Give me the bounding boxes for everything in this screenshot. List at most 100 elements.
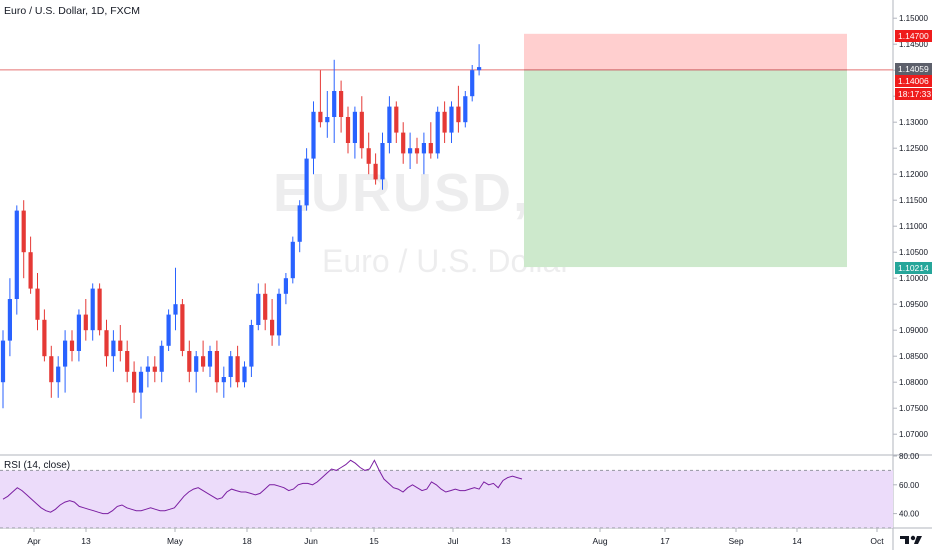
last-price-tag: 1.14059 — [895, 63, 932, 75]
candle-body — [311, 111, 316, 159]
candle-body — [187, 351, 192, 372]
time-axis-label: Oct — [870, 536, 884, 546]
time-axis-label: Apr — [27, 536, 40, 546]
candle-body — [228, 356, 233, 377]
candle-body — [214, 351, 219, 383]
candle-body — [477, 67, 482, 71]
candle-body — [387, 106, 392, 143]
price-axis-label: 1.12000 — [899, 170, 928, 179]
candle-body — [421, 143, 426, 154]
candle-body — [76, 314, 81, 351]
candle-body — [249, 325, 254, 367]
candle-body — [380, 143, 385, 180]
price-axis-label: 1.15000 — [899, 14, 928, 23]
rsi-legend: RSI (14, close) — [4, 460, 71, 471]
time-axis-label: 17 — [660, 536, 670, 546]
candle-body — [414, 148, 420, 154]
candle-body — [263, 293, 268, 320]
rsi-axis-label: 80.00 — [899, 452, 920, 461]
price-axis-label: 1.14500 — [899, 40, 928, 49]
candle-body — [435, 111, 440, 154]
candle-body — [56, 366, 61, 383]
time-axis-label: May — [167, 536, 184, 546]
price-axis-label: 1.07500 — [899, 404, 928, 413]
candle-body — [256, 293, 261, 325]
symbol-title: Euro / U.S. Dollar, 1D, FXCM — [4, 5, 140, 17]
candle-body — [276, 293, 282, 336]
candle-body — [111, 340, 116, 357]
candle-body — [201, 356, 206, 367]
time-axis-label: Sep — [728, 536, 743, 546]
candle-body — [325, 117, 330, 123]
candle-body — [352, 111, 357, 143]
time-axis-label: 13 — [81, 536, 91, 546]
price-axis-label: 1.08000 — [899, 378, 928, 387]
candle-body — [456, 106, 461, 123]
candle-body — [159, 345, 164, 372]
candle-body — [7, 299, 12, 341]
candle-body — [463, 96, 468, 123]
rsi-axis-label: 60.00 — [899, 481, 920, 490]
candle-body — [194, 356, 199, 372]
candle-body — [35, 288, 40, 320]
candle-body — [83, 314, 88, 331]
price-axis-label: 1.09000 — [899, 326, 928, 335]
candle-body — [0, 340, 6, 383]
candle-body — [97, 288, 102, 331]
countdown-tag: 18:17:33 — [895, 88, 932, 100]
candle-body — [145, 366, 150, 372]
candle-body — [104, 330, 109, 357]
candle-body — [69, 340, 75, 351]
time-axis-label: 13 — [501, 536, 511, 546]
candle-body — [152, 366, 157, 372]
target-price-tag: 1.10214 — [895, 262, 932, 274]
reward-zone — [524, 69, 847, 268]
candle-body — [173, 304, 178, 315]
rsi-line — [2, 459, 523, 515]
candle-body — [283, 278, 288, 294]
candle-body — [297, 205, 302, 242]
candle-body — [332, 91, 337, 117]
candle-body — [166, 314, 171, 346]
candle-body — [14, 210, 19, 299]
candle-body — [235, 356, 240, 383]
time-axis-label: 14 — [792, 536, 802, 546]
time-axis-label: 15 — [369, 536, 379, 546]
entry-price-tag: 1.14006 — [895, 75, 932, 87]
candle-body — [449, 106, 454, 133]
candle-body — [90, 288, 95, 331]
price-axis-label: 1.12500 — [899, 144, 928, 153]
price-axis-label: 1.11500 — [899, 196, 928, 205]
price-axis-label: 1.09500 — [899, 300, 928, 309]
candle-body — [242, 366, 247, 383]
candle-body — [401, 132, 406, 154]
candle-body — [394, 106, 399, 133]
candle-body — [428, 143, 433, 154]
candle-body — [373, 163, 378, 180]
time-axis-label: Aug — [592, 536, 607, 546]
candle-body — [132, 371, 137, 393]
candle-body — [470, 70, 475, 97]
candle-body — [221, 377, 226, 383]
candle-body — [304, 158, 309, 206]
candle-body — [408, 148, 413, 154]
rsi-axis-label: 40.00 — [899, 510, 920, 519]
candle-body — [270, 319, 275, 336]
candle-body — [125, 351, 130, 372]
tradingview-logo-icon[interactable] — [898, 533, 928, 547]
price-axis-label: 1.10500 — [899, 248, 928, 257]
candle-body — [290, 241, 295, 279]
candle-body — [207, 351, 213, 367]
time-axis-label: Jun — [304, 536, 318, 546]
rsi-band — [0, 470, 893, 528]
candle-body — [318, 111, 323, 123]
time-axis-label: Jul — [448, 536, 459, 546]
candle-body — [118, 340, 123, 351]
candle-body — [442, 111, 447, 133]
risk-zone — [524, 33, 847, 70]
time-axis-label: 18 — [242, 536, 252, 546]
stop-price-tag: 1.14700 — [895, 30, 932, 42]
candle-body — [359, 111, 364, 149]
candle-body — [180, 304, 185, 351]
